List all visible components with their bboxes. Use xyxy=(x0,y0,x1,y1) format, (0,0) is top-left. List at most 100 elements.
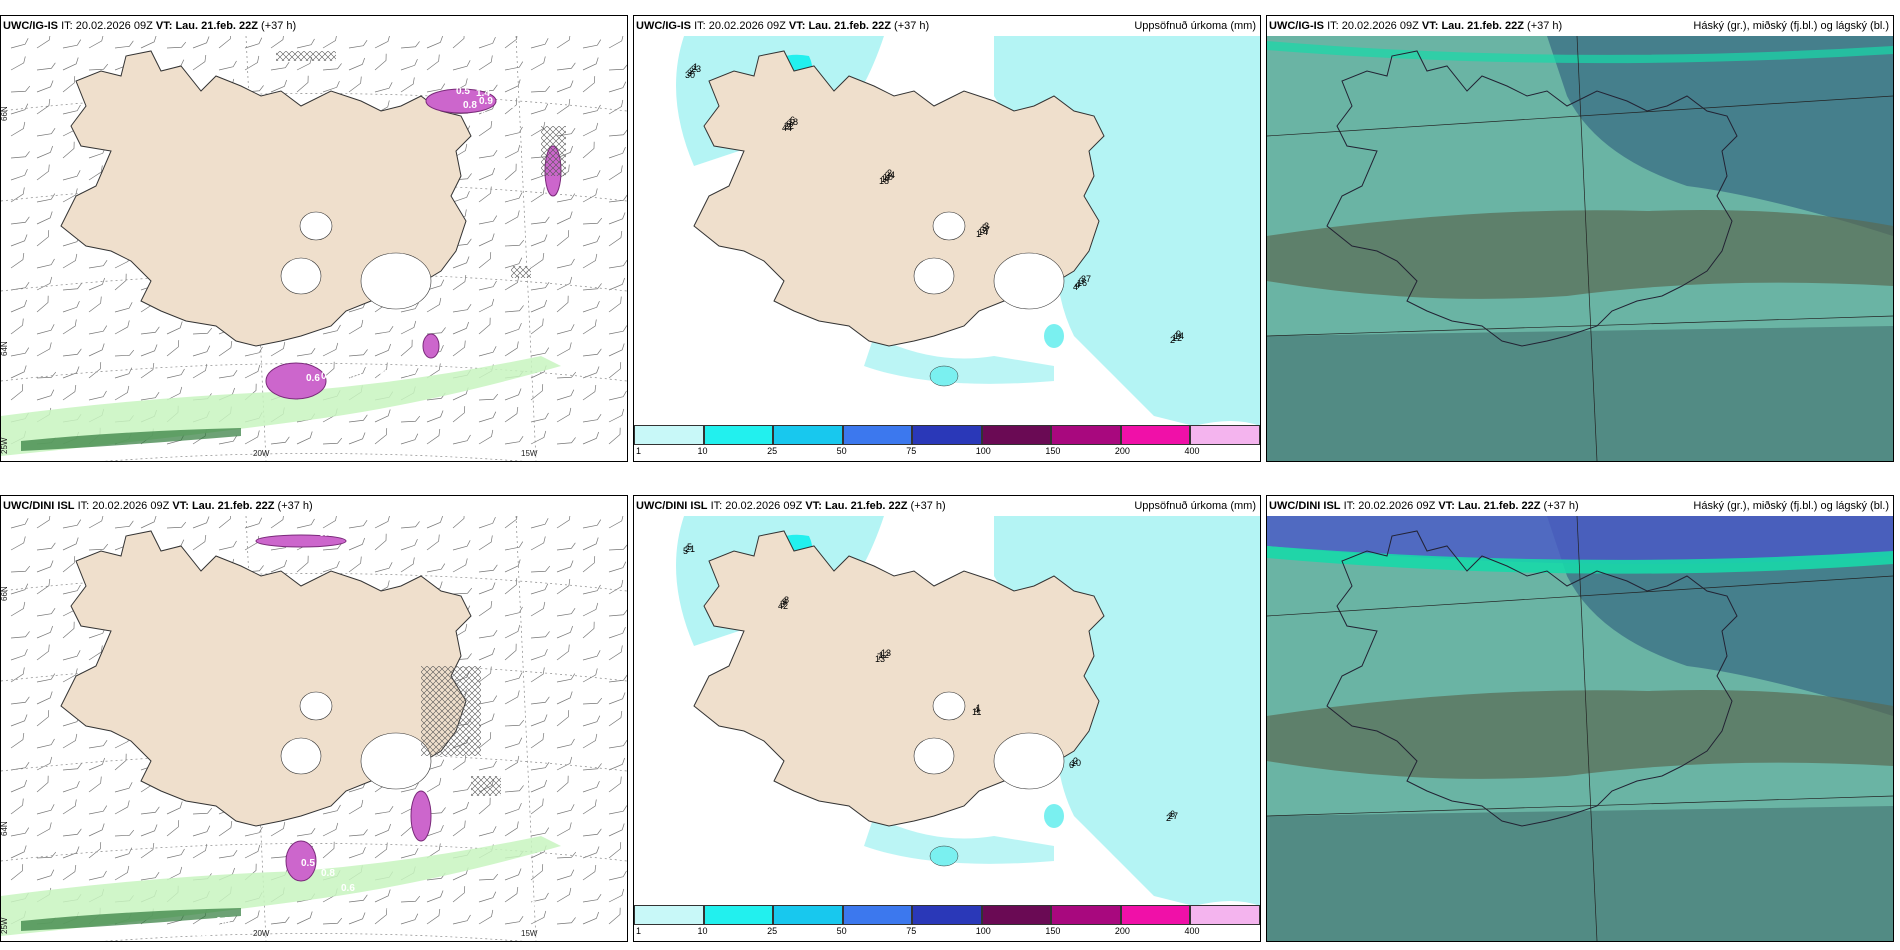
panel-field-title: Uppsöfnuð úrkoma (mm) xyxy=(1134,20,1256,32)
value-label: 0.5 xyxy=(456,86,470,97)
cloud-map xyxy=(1267,516,1893,941)
value-label: 8 xyxy=(784,595,789,605)
panel-header: UWC/IG-IS IT: 20.02.2026 09Z VT: Lau. 21… xyxy=(634,16,1260,36)
value-label: 2 xyxy=(1073,756,1078,766)
colorbar-tick: 400 xyxy=(1184,446,1200,456)
value-label: 1.7 xyxy=(361,528,375,539)
colorbar: 1 10 25 50 75 100 150 200 400 xyxy=(634,905,1260,941)
value-label: 18 xyxy=(788,117,798,127)
value-label: 37 xyxy=(980,225,990,235)
value-label: 0.8 xyxy=(319,528,333,539)
colorbar-tick: 150 xyxy=(1045,446,1061,456)
value-label: 37 xyxy=(1081,274,1091,284)
panel-header: UWC/DINI ISL IT: 20.02.2026 09Z VT: Lau.… xyxy=(1,496,627,516)
value-label: 0.9 xyxy=(226,923,240,934)
panel-header: UWC/IG-IS IT: 20.02.2026 09Z VT: Lau. 21… xyxy=(1,16,627,36)
colorbar-tick: 25 xyxy=(767,926,778,936)
axis-label: 20W xyxy=(253,929,270,938)
axis-label: 25W xyxy=(1,437,9,454)
iceland-outline xyxy=(1326,530,1738,827)
panel-title: UWC/DINI ISL IT: 20.02.2026 09Z VT: Lau.… xyxy=(1269,500,1579,512)
value-label: 2 xyxy=(887,168,892,178)
colorbar-tick: 50 xyxy=(836,926,847,936)
colorbar-swatch xyxy=(842,905,913,925)
colorbar-swatch xyxy=(1120,425,1191,445)
colorbar-swatch xyxy=(981,905,1052,925)
colorbar: 1 10 25 50 75 100 150 200 400 xyxy=(634,425,1260,461)
cloud-map xyxy=(1267,36,1893,461)
value-label: 12 xyxy=(879,650,889,660)
value-label: 6 xyxy=(786,119,791,129)
panel-dini-wind: UWC/DINI ISL IT: 20.02.2026 09Z VT: Lau.… xyxy=(0,495,628,942)
colorbar-swatch xyxy=(703,425,774,445)
colorbar-swatch xyxy=(634,425,704,445)
value-label: 4 xyxy=(1075,280,1080,290)
colorbar-swatch xyxy=(912,425,982,445)
value-label: 7 xyxy=(877,652,882,662)
value-label: 16 xyxy=(1077,278,1087,288)
value-label: 0.5 xyxy=(301,858,315,869)
value-label: 2 xyxy=(689,66,694,76)
value-label: 0.5 xyxy=(396,368,410,379)
value-label: 1 xyxy=(693,62,698,72)
value-label: 5 xyxy=(683,546,688,556)
value-label: 0.5 xyxy=(513,118,527,129)
panel-title: UWC/IG-IS IT: 20.02.2026 09Z VT: Lau. 21… xyxy=(1269,20,1563,32)
value-label: 2 xyxy=(1170,335,1175,345)
axis-label: 25W xyxy=(1,917,9,934)
colorbar-tick: 1 xyxy=(636,926,642,936)
value-label: 27 xyxy=(1168,811,1178,821)
colorbar-tick: 200 xyxy=(1114,926,1130,936)
value-label: 3 xyxy=(1079,276,1084,286)
value-label: 0.6 xyxy=(391,903,405,914)
axis-label: 64N xyxy=(1,821,9,836)
value-label: 42 xyxy=(778,601,788,611)
value-label: 14 xyxy=(1174,331,1184,341)
value-label: 0.8 xyxy=(481,110,495,121)
value-label: 0.6 xyxy=(341,883,355,894)
value-label: 1.1 xyxy=(341,528,355,539)
value-label: 3 xyxy=(687,68,692,78)
panel-igis-precip: UWC/IG-IS IT: 20.02.2026 09Z VT: Lau. 21… xyxy=(633,15,1261,462)
value-label: 6 xyxy=(1170,809,1175,819)
axis-label: 66N xyxy=(1,586,9,601)
panel-dini-cloud: UWC/DINI ISL IT: 20.02.2026 09Z VT: Lau.… xyxy=(1266,495,1894,942)
value-label: 6 xyxy=(790,115,795,125)
value-label: 24 xyxy=(885,170,895,180)
panel-title: UWC/IG-IS IT: 20.02.2026 09Z VT: Lau. 21… xyxy=(3,20,297,32)
value-label: 30 xyxy=(685,70,695,80)
value-label: 5 xyxy=(687,542,692,552)
value-label: 0.6 xyxy=(373,903,387,914)
value-label: 0.6 xyxy=(531,900,545,911)
panel-igis-cloud: UWC/IG-IS IT: 20.02.2026 09Z VT: Lau. 21… xyxy=(1266,15,1894,462)
axis-label: 15W xyxy=(521,449,538,458)
value-label: 0.8 xyxy=(411,366,425,377)
panel-header: UWC/DINI ISL IT: 20.02.2026 09Z VT: Lau.… xyxy=(634,496,1260,516)
value-label: 0.8 xyxy=(463,100,477,111)
value-label: 0.5 xyxy=(356,370,370,381)
colorbar-tick: 75 xyxy=(906,926,917,936)
colorbar-tick: 400 xyxy=(1184,926,1200,936)
colorbar-tick: 100 xyxy=(975,446,991,456)
value-label: 22 xyxy=(784,121,794,131)
value-label: 0.8 xyxy=(321,371,335,382)
axis-label: 20W xyxy=(253,449,270,458)
value-label: 0.9 xyxy=(341,371,355,382)
panel-header: UWC/DINI ISL IT: 20.02.2026 09Z VT: Lau.… xyxy=(1267,496,1893,516)
iceland-outline xyxy=(1326,50,1738,347)
value-label: 0.6 xyxy=(381,368,395,379)
colorbar-tick: 75 xyxy=(906,446,917,456)
axis-label: 64N xyxy=(1,341,9,356)
value-label: 4 xyxy=(1073,282,1078,292)
value-label: 9 xyxy=(782,597,787,607)
value-label: 2 xyxy=(1166,813,1171,823)
value-label: 23 xyxy=(691,64,701,74)
colorbar-tick: 25 xyxy=(767,446,778,456)
value-label: 0.9 xyxy=(479,96,493,107)
colorbar-tick: 1 xyxy=(636,446,642,456)
value-label: 13 xyxy=(881,648,891,658)
panel-igis-wind: UWC/IG-IS IT: 20.02.2026 09Z VT: Lau. 21… xyxy=(0,15,628,462)
colorbar-tick: 50 xyxy=(836,446,847,456)
colorbar-swatch xyxy=(773,425,843,445)
